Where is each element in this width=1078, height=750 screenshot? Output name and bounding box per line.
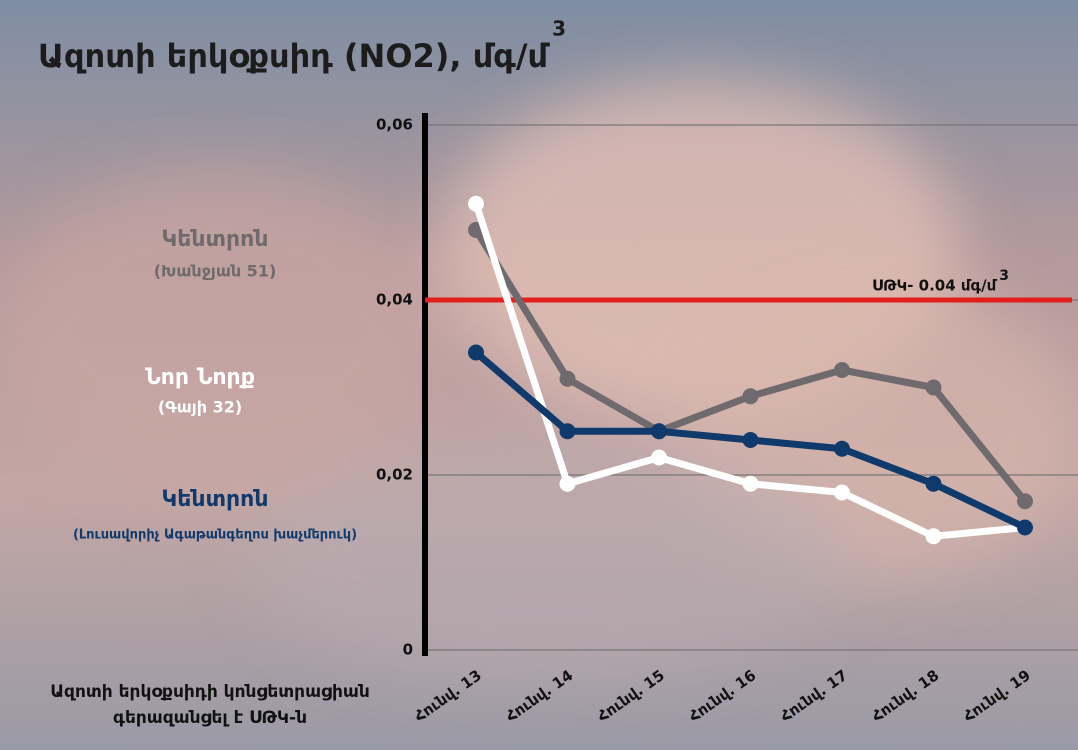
data-point <box>468 195 484 212</box>
data-point <box>559 475 576 492</box>
legend-label: Նոր Նորք <box>145 365 255 390</box>
clouds <box>0 80 1078 680</box>
data-point <box>468 344 484 361</box>
data-point <box>925 379 942 396</box>
data-point <box>742 475 759 492</box>
title-superscript: 3 <box>552 17 566 41</box>
data-point <box>925 475 942 492</box>
footnote: Ազոտի երկօքսիդի կոնցետրացիան <box>50 682 370 702</box>
data-point <box>651 449 667 466</box>
data-point <box>925 528 942 545</box>
legend-sublabel: (Լուսավորիչ Ագաթանգեղոս խաչմերուկ) <box>73 528 357 543</box>
chart-title: Ազոտի երկօքսիդ (NO2), մգ/մ <box>38 37 551 75</box>
y-tick-label: 0,04 <box>376 291 413 309</box>
threshold-superscript: 3 <box>999 268 1009 284</box>
y-tick-label: 0,02 <box>376 466 413 484</box>
legend-label: Կենտրոն <box>162 487 269 512</box>
data-point <box>1017 493 1033 510</box>
legend-sublabel: (Խանջյան 51) <box>154 262 277 281</box>
y-tick-label: 0,06 <box>376 116 413 134</box>
footnote: գերազանցել է ՍԹԿ-ն <box>113 708 307 728</box>
data-point <box>834 484 850 501</box>
data-point <box>559 423 576 440</box>
data-point <box>742 388 759 405</box>
threshold-label: ՍԹԿ- 0.04 մգ/մ <box>872 277 998 295</box>
data-point <box>834 440 850 457</box>
legend-label: Կենտրոն <box>162 227 269 252</box>
data-point <box>651 423 667 440</box>
data-point <box>1017 519 1033 536</box>
data-point <box>742 432 759 448</box>
data-point <box>834 362 850 378</box>
y-tick-label: 0 <box>403 641 413 659</box>
legend-sublabel: (Գայի 32) <box>158 398 242 417</box>
data-point <box>559 370 576 387</box>
